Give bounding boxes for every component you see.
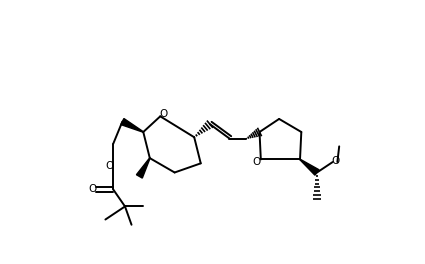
Text: O: O bbox=[105, 161, 113, 171]
Polygon shape bbox=[136, 158, 150, 178]
Polygon shape bbox=[121, 119, 143, 132]
Text: O: O bbox=[88, 185, 96, 195]
Text: O: O bbox=[331, 156, 340, 166]
Text: O: O bbox=[252, 157, 260, 167]
Text: O: O bbox=[159, 109, 167, 119]
Polygon shape bbox=[300, 159, 319, 175]
